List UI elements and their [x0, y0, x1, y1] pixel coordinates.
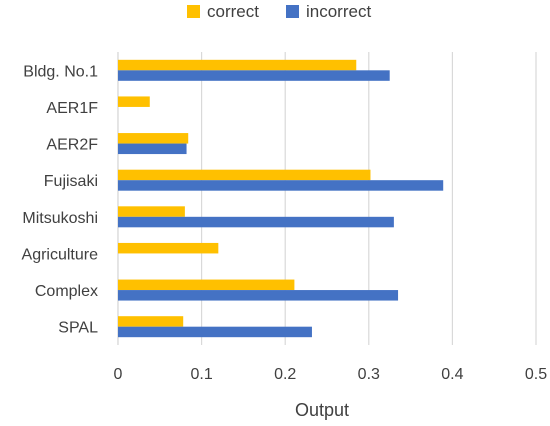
x-tick-label: 0.4	[441, 366, 463, 383]
category-label: SPAL	[58, 320, 98, 337]
bar-correct	[118, 133, 189, 144]
bar-correct	[118, 279, 295, 291]
bar-incorrect	[118, 70, 390, 81]
x-tick-label: 0.5	[525, 366, 547, 383]
bars	[118, 59, 444, 338]
x-tick-label: 0	[114, 366, 123, 383]
bar-incorrect	[118, 290, 399, 301]
x-tick-label: 0.2	[274, 366, 296, 383]
bar-correct	[118, 242, 219, 254]
x-tick-label: 0.3	[358, 366, 380, 383]
category-label: Mitsukoshi	[22, 210, 98, 227]
bar-incorrect	[118, 143, 187, 155]
category-label: AER1F	[46, 100, 98, 117]
legend: correct incorrect	[187, 2, 371, 21]
legend-swatch-correct	[187, 5, 200, 18]
category-label: Complex	[35, 283, 98, 300]
x-tick-labels: 0 0.1 0.2 0.3 0.4 0.5	[114, 366, 548, 383]
legend-label-incorrect: incorrect	[306, 2, 371, 21]
bar-correct	[118, 206, 185, 217]
bar-incorrect	[118, 216, 394, 228]
category-label: Bldg. No.1	[23, 63, 98, 80]
category-labels: Bldg. No.1 AER1F AER2F Fujisaki Mitsukoshi Ag…	[22, 63, 99, 336]
category-label: Agriculture	[22, 246, 99, 263]
bar-correct	[118, 169, 371, 181]
x-axis-title: Output	[295, 400, 349, 420]
legend-label-correct: correct	[207, 2, 259, 21]
x-tick-label: 0.1	[190, 366, 212, 383]
bar-incorrect	[118, 326, 312, 338]
bar-correct	[118, 59, 357, 71]
bar-correct	[118, 316, 184, 327]
category-label: AER2F	[46, 137, 98, 154]
legend-swatch-incorrect	[286, 5, 299, 18]
grid-lines	[117, 52, 537, 345]
category-label: Fujisaki	[44, 173, 98, 190]
bar-correct	[118, 96, 150, 107]
bar-incorrect	[118, 180, 444, 191]
